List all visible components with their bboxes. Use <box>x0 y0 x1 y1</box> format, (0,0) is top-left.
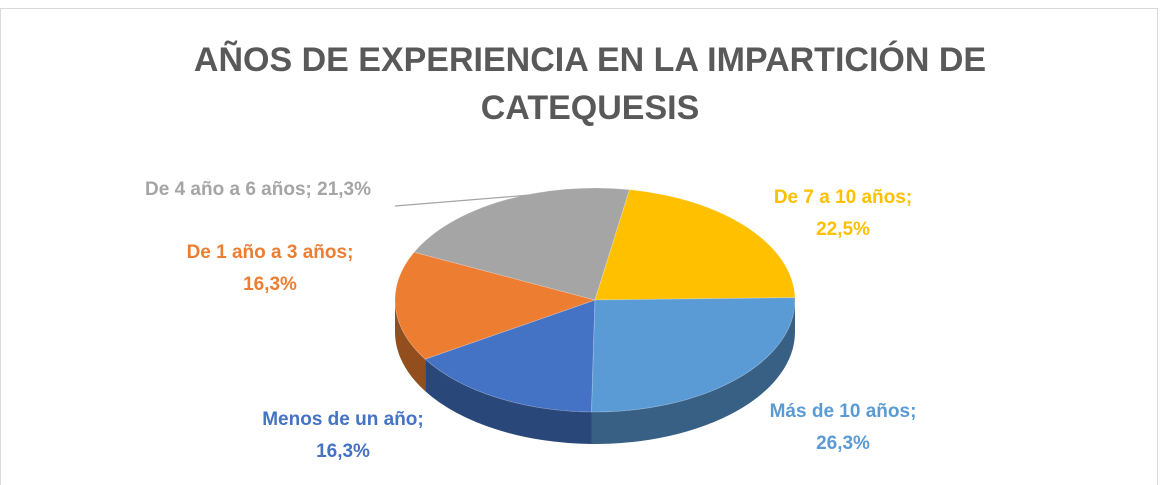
chart-frame <box>0 8 1158 485</box>
slice <box>594 189 796 301</box>
value-label: 16,3% <box>316 441 370 462</box>
data-label: De 7 a 10 años; 22,5% <box>774 187 912 240</box>
value-label: 16,3% <box>243 274 297 295</box>
label-separator: ; <box>417 409 423 430</box>
category-name: De 4 año a 6 años <box>145 179 306 200</box>
value-label: 21,3% <box>317 179 371 200</box>
slice <box>394 251 597 360</box>
data-label: De 4 año a 6 años; 21,3% <box>145 179 371 200</box>
slice <box>591 297 796 413</box>
category-name: De 1 año a 3 años <box>187 242 348 263</box>
label-separator: ; <box>906 187 912 208</box>
data-label: Menos de un año; 16,3% <box>262 409 424 462</box>
category-name: De 7 a 10 años <box>774 187 906 208</box>
slice <box>424 299 596 413</box>
label-separator: ; <box>910 401 916 422</box>
chart-title: AÑOS DE EXPERIENCIA EN LA IMPARTICIÓN DE <box>194 41 986 79</box>
slice-side <box>591 300 795 444</box>
value-label: 22,5% <box>816 219 870 240</box>
label-separator: ; <box>306 179 318 200</box>
slice-side <box>425 359 592 444</box>
data-label: De 1 año a 3 años; 16,3% <box>187 242 354 295</box>
category-name: Más de 10 años <box>770 401 910 422</box>
label-separator: ; <box>347 242 353 263</box>
value-label: 26,3% <box>816 433 870 454</box>
data-label: Más de 10 años; 26,3% <box>770 401 917 454</box>
chart-title: CATEQUESIS <box>481 89 700 127</box>
slice <box>413 187 631 301</box>
leader-line <box>394 194 531 207</box>
slice-side <box>395 300 426 392</box>
category-name: Menos de un año <box>262 409 417 430</box>
